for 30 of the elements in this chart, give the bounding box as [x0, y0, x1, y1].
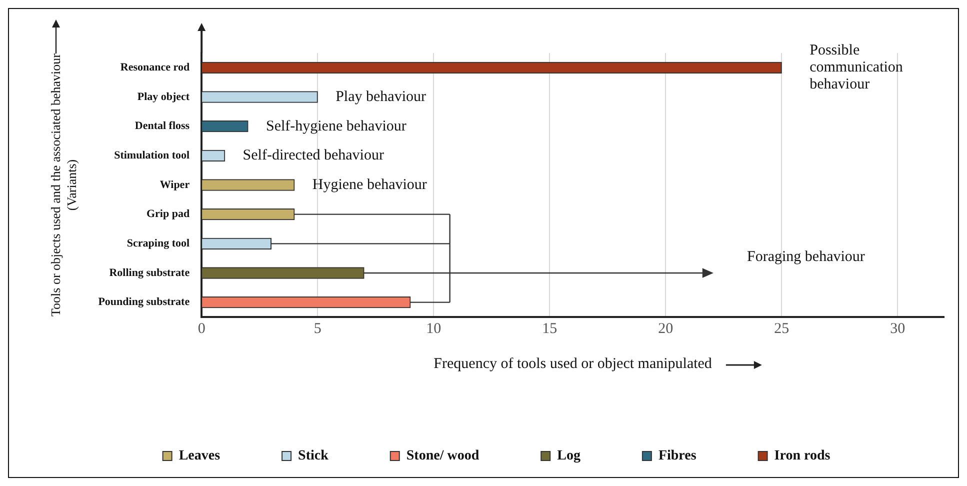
x-tick-label: 20: [658, 320, 674, 337]
legend-label: Stick: [298, 448, 329, 464]
annotation: Possible communication behaviour: [810, 42, 904, 93]
y-tick-label: Pounding substrate: [98, 296, 190, 308]
legend-label: Stone/ wood: [406, 448, 480, 464]
annotation: Self-directed behaviour: [242, 148, 384, 164]
y-tick-label: Wiper: [160, 178, 190, 191]
y-tick-label: Rolling substrate: [109, 266, 190, 279]
legend-label: Fibres: [658, 448, 697, 464]
x-tick-label: 10: [426, 320, 442, 337]
y-axis-title: Tools or objects used and the associated behaviour (Variants): [48, 52, 79, 316]
y-tick-label: Resonance rod: [120, 62, 190, 74]
y-tick-label: Dental floss: [134, 120, 190, 132]
annotation: Play behaviour: [336, 88, 426, 105]
legend-label: Leaves: [178, 448, 221, 464]
legend-label: Iron rods: [774, 448, 831, 464]
annotation: Hygiene behaviour: [312, 176, 427, 193]
x-axis-title: Frequency of tools used or object manipulated: [434, 356, 712, 372]
y-tick-label: Scraping tool: [126, 238, 190, 250]
y-tick-label: Grip pad: [146, 208, 190, 220]
y-tick-label: Play object: [137, 90, 190, 103]
annotation: Foraging behaviour: [746, 248, 865, 265]
x-tick-label: 30: [890, 320, 906, 337]
x-tick-label: 25: [774, 320, 790, 337]
x-tick-label: 5: [314, 320, 322, 337]
y-tick-label: Stimulation tool: [114, 150, 190, 162]
annotation: Self-hygiene behaviour: [266, 118, 406, 134]
x-tick-label: 0: [198, 320, 206, 337]
legend-label: Log: [557, 448, 580, 464]
x-tick-label: 15: [542, 320, 558, 337]
